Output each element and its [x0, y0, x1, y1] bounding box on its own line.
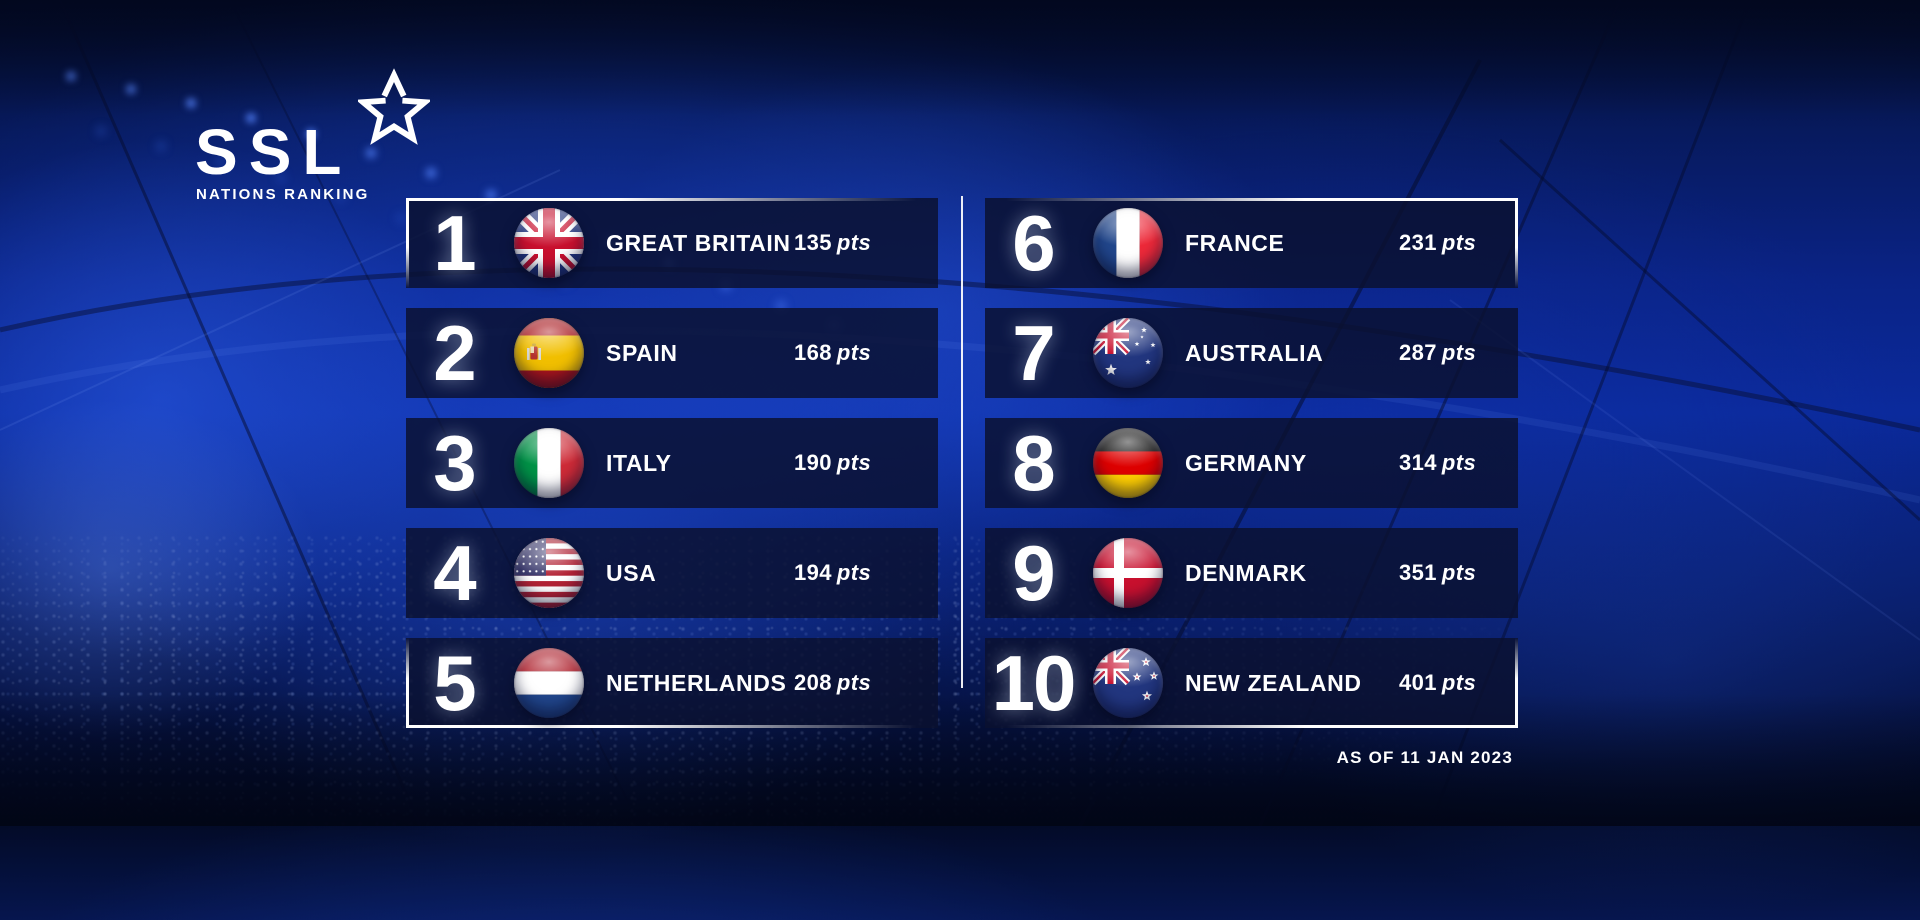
flag-usa-icon [514, 538, 584, 608]
points-unit: pts [836, 560, 872, 585]
points: 208 pts [794, 670, 871, 696]
rank-number: 9 [1012, 529, 1055, 617]
points: 314 pts [1399, 450, 1476, 476]
points-value: 135 [794, 230, 832, 255]
flag-great-britain-icon [514, 208, 584, 278]
country-name: NETHERLANDS [606, 669, 787, 696]
points-value: 168 [794, 340, 832, 365]
ranking-row: 4 USA 194 pts [406, 528, 938, 618]
rank-number: 10 [991, 639, 1077, 727]
points-value: 351 [1399, 560, 1437, 585]
points-unit: pts [1441, 670, 1477, 695]
ranking-row: 5 NETHERLANDS 208 pts [406, 638, 938, 728]
ranking-row: 1 GREAT BRITAIN 135 pts [406, 198, 938, 288]
points: 190 pts [794, 450, 871, 476]
points-value: 401 [1399, 670, 1437, 695]
country-name: SPAIN [606, 339, 678, 366]
flag-new-zealand-icon [1093, 648, 1163, 718]
ranking-row: 7 AUSTRALIA 287 pts [985, 308, 1518, 398]
rank-number: 6 [1012, 199, 1055, 287]
points-unit: pts [836, 450, 872, 475]
points-unit: pts [836, 670, 872, 695]
flag-denmark-icon [1093, 538, 1163, 608]
points-unit: pts [1441, 230, 1477, 255]
points: 168 pts [794, 340, 871, 366]
flag-netherlands-icon [514, 648, 584, 718]
vignette-overlay [0, 0, 1920, 826]
column-divider [961, 196, 963, 688]
country-name: ITALY [606, 449, 672, 476]
ranking-row: 3 ITALY 190 pts [406, 418, 938, 508]
country-name: FRANCE [1185, 229, 1285, 256]
ranking-row: 9 DENMARK 351 pts [985, 528, 1518, 618]
rank-number: 3 [433, 419, 476, 507]
flag-australia-icon [1093, 318, 1163, 388]
points-value: 231 [1399, 230, 1437, 255]
points-unit: pts [1441, 560, 1477, 585]
rank-number: 5 [433, 639, 476, 727]
flag-germany-icon [1093, 428, 1163, 498]
points-value: 190 [794, 450, 832, 475]
ranking-row: 6 FRANCE 231 pts [985, 198, 1518, 288]
flag-italy-icon [514, 428, 584, 498]
ranking-column-left: 1 GREAT BRITAIN 135 pts 2 [406, 198, 938, 728]
points: 194 pts [794, 560, 871, 586]
points-unit: pts [1441, 340, 1477, 365]
rank-number: 1 [433, 199, 476, 287]
points: 231 pts [1399, 230, 1476, 256]
points: 287 pts [1399, 340, 1476, 366]
rank-number: 4 [433, 529, 476, 617]
ranking-row: 2 SPAIN 168 pts [406, 308, 938, 398]
ssl-star-icon [358, 68, 430, 145]
country-name: AUSTRALIA [1185, 339, 1324, 366]
points-unit: pts [1441, 450, 1477, 475]
country-name: USA [606, 559, 657, 586]
flag-spain-icon [514, 318, 584, 388]
points-value: 287 [1399, 340, 1437, 365]
country-name: GERMANY [1185, 449, 1307, 476]
points: 135 pts [794, 230, 871, 256]
points-unit: pts [836, 230, 872, 255]
country-name: DENMARK [1185, 559, 1307, 586]
points-value: 208 [794, 670, 832, 695]
points: 351 pts [1399, 560, 1476, 586]
ranking-column-right: 6 FRANCE 231 pts 7 [985, 198, 1518, 728]
points-value: 314 [1399, 450, 1437, 475]
rank-number: 2 [433, 309, 476, 397]
flag-france-icon [1093, 208, 1163, 278]
points-value: 194 [794, 560, 832, 585]
rank-number: 7 [1012, 309, 1055, 397]
points: 401 pts [1399, 670, 1476, 696]
logo-title: SSL [195, 116, 353, 188]
country-name: GREAT BRITAIN [606, 229, 791, 256]
as-of-date: AS OF 11 JAN 2023 [1336, 748, 1513, 767]
country-name: NEW ZEALAND [1185, 669, 1362, 696]
rank-number: 8 [1012, 419, 1055, 507]
ranking-row: 10 NEW ZEALAND 401 pts [985, 638, 1518, 728]
ssl-logo: SSL NATIONS RANKING [195, 68, 455, 205]
ranking-row: 8 GERMANY 314 pts [985, 418, 1518, 508]
points-unit: pts [836, 340, 872, 365]
logo-subtitle: NATIONS RANKING [196, 186, 370, 203]
